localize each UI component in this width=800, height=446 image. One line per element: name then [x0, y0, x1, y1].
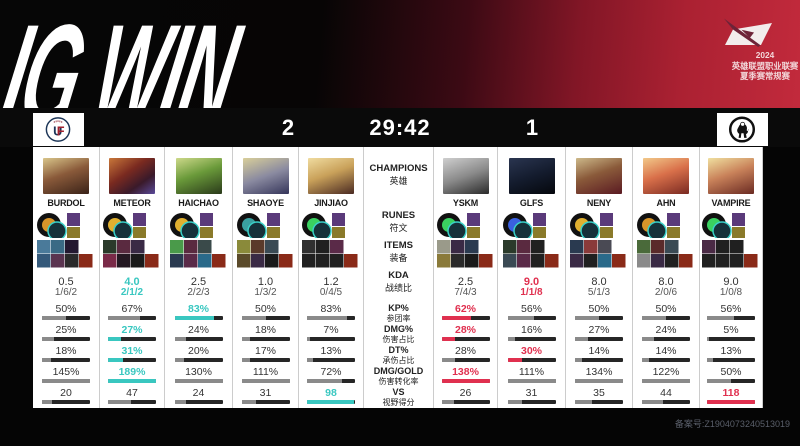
svg-text:F: F [57, 123, 65, 138]
